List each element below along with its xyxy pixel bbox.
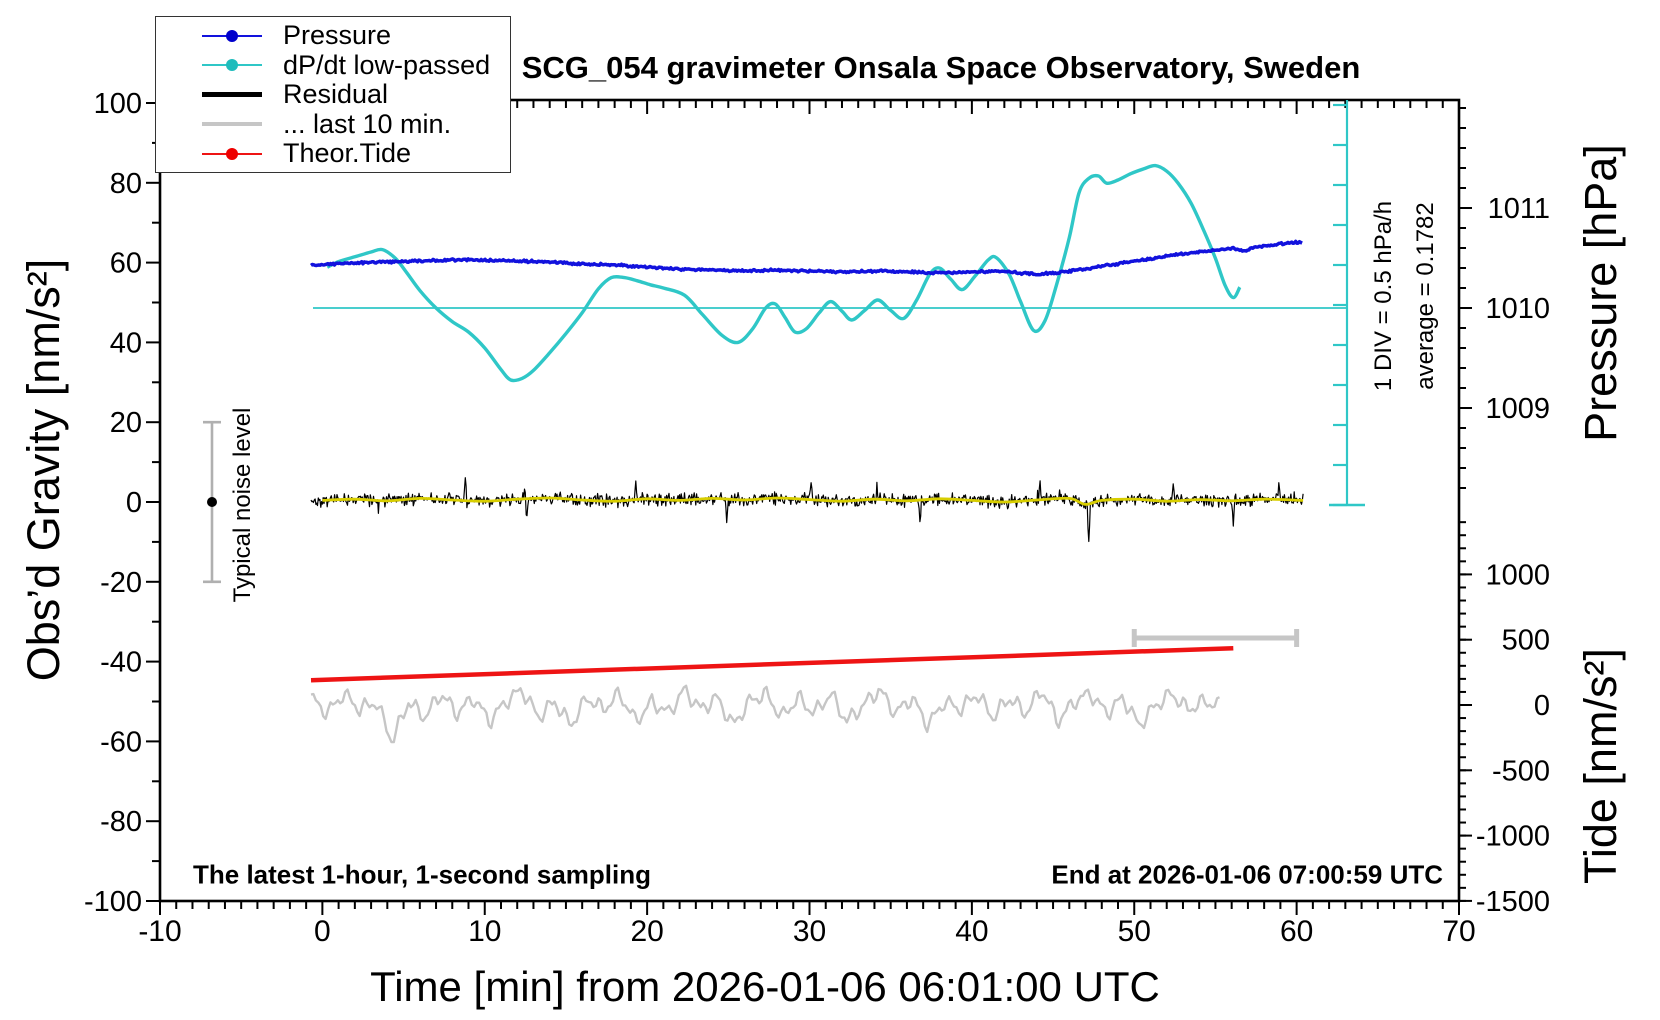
series-residual-smooth (322, 496, 1304, 506)
svg-text:20: 20 (630, 915, 663, 948)
dpdt-scale-ruler (313, 100, 1365, 507)
page-title: SCG_054 gravimeter Onsala Space Observat… (521, 50, 1361, 85)
svg-text:50: 50 (1118, 915, 1151, 948)
legend-item-label: Pressure (283, 20, 392, 51)
legend-sample-line (202, 51, 262, 81)
legend: Pressure dP/dt low-passed Residual... last… (155, 16, 511, 173)
svg-text:-60: -60 (100, 726, 142, 758)
svg-text:30: 30 (793, 915, 826, 948)
legend-sample-line (202, 80, 262, 110)
svg-text:70: 70 (1442, 915, 1475, 948)
tide-axis-title: Tide [nm/s²] (1575, 648, 1626, 884)
svg-text:40: 40 (110, 327, 142, 359)
div-scale-label: 1 DIV = 0.5 hPa/h (1370, 200, 1397, 392)
svg-text:1000: 1000 (1485, 559, 1550, 591)
series-last10 (310, 684, 1220, 744)
series-residual (310, 477, 1304, 543)
legend-item-label: Residual (283, 79, 389, 110)
footer-sampling-note: The latest 1-hour, 1-second sampling (193, 859, 651, 890)
legend-item: ... last 10 min. (156, 108, 510, 140)
last10-range-bar (1131, 629, 1300, 647)
legend-sample-dot (226, 147, 238, 160)
svg-text:0: 0 (314, 915, 331, 948)
legend-item-label: dP/dt low-passed (283, 49, 491, 80)
svg-text:0: 0 (1534, 690, 1550, 722)
svg-text:1011: 1011 (1488, 193, 1550, 225)
svg-text:0: 0 (126, 487, 142, 519)
svg-text:-40: -40 (100, 647, 142, 679)
svg-text:1009: 1009 (1485, 393, 1550, 425)
legend-item: Theor.Tide (156, 138, 510, 169)
svg-text:-500: -500 (1492, 755, 1550, 787)
legend-item-label: ... last 10 min. (283, 108, 452, 139)
legend-sample-dot (226, 59, 238, 72)
svg-text:80: 80 (110, 168, 142, 200)
pressure-axis-title: Pressure [hPa] (1575, 144, 1626, 442)
series-dpdt (326, 163, 1242, 383)
bottom-axis-title: Time [min] from 2026-01-06 06:01:00 UTC (370, 963, 1160, 1010)
legend-item: Pressure (156, 20, 510, 51)
series-pressure (310, 239, 1303, 277)
svg-text:-1500: -1500 (1476, 886, 1550, 918)
legend-sample-line (202, 139, 262, 169)
svg-text:40: 40 (955, 915, 988, 948)
svg-text:-20: -20 (100, 567, 142, 599)
legend-item-label: Theor.Tide (283, 138, 412, 169)
footer-end-time: End at 2026-01-06 07:00:59 UTC (1051, 859, 1443, 890)
legend-sample-line (202, 110, 262, 140)
noise-level-label: Typical noise level (229, 407, 256, 603)
legend-items: Pressure dP/dt low-passed Residual... last… (156, 20, 510, 169)
legend-item: dP/dt low-passed (156, 49, 510, 81)
svg-text:-80: -80 (100, 806, 142, 838)
svg-text:100: 100 (94, 88, 142, 120)
noise-level-bar (203, 420, 221, 584)
left-axis-title: Obs’d Gravity [nm/s²] (18, 258, 69, 682)
svg-text:1010: 1010 (1485, 293, 1550, 325)
svg-text:60: 60 (110, 248, 142, 280)
svg-text:500: 500 (1502, 625, 1550, 657)
svg-text:20: 20 (110, 407, 142, 439)
svg-text:10: 10 (468, 915, 501, 948)
svg-text:60: 60 (1280, 915, 1313, 948)
legend-item: Residual (156, 79, 510, 110)
legend-sample-line (202, 21, 262, 51)
average-label: average = 0.1782 (1412, 202, 1439, 390)
svg-text:-100: -100 (84, 886, 142, 918)
axes: -10 0 10 20 30 40 50 60 70100806040200-20-40-60-… (84, 88, 1550, 948)
legend-sample-dot (226, 29, 238, 42)
svg-text:-1000: -1000 (1476, 821, 1550, 853)
svg-text:-10: -10 (138, 915, 181, 948)
series-theor-tide (310, 645, 1234, 683)
